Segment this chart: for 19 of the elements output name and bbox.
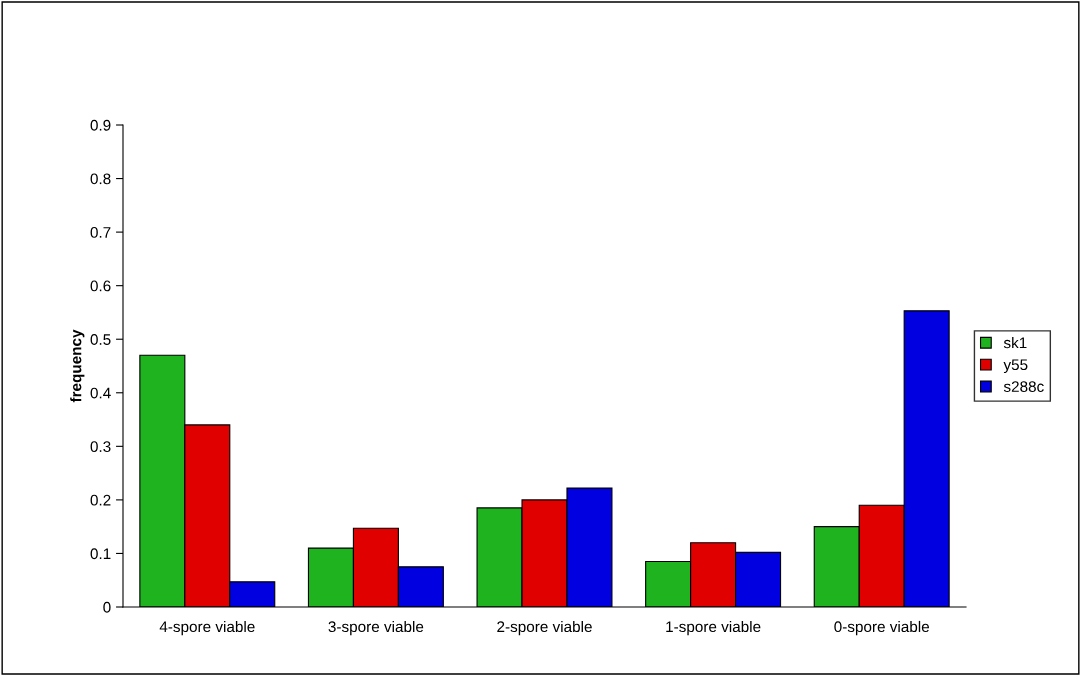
x-tick-label: 4-spore viable bbox=[159, 620, 255, 636]
y-tick-label: 0.1 bbox=[90, 548, 111, 560]
x-tick-label: 0-spore viable bbox=[834, 620, 930, 636]
legend-label: sk1 bbox=[1003, 337, 1027, 349]
y-tick-label: 0.2 bbox=[90, 494, 111, 506]
y-tick-label: 0.7 bbox=[90, 226, 111, 238]
y-tick-label: 0.4 bbox=[90, 387, 111, 399]
y-tick-label: 0 bbox=[103, 601, 111, 613]
legend-label: s288c bbox=[1003, 381, 1044, 392]
y-tick-label: 0.8 bbox=[90, 173, 111, 185]
y-tick-label: 0.9 bbox=[90, 119, 111, 131]
legend-label: y55 bbox=[1003, 359, 1028, 374]
y-tick-label: 0.5 bbox=[90, 334, 111, 345]
x-tick-label: 1-spore viable bbox=[666, 620, 761, 636]
y-tick-label: 0.3 bbox=[90, 441, 111, 453]
x-tick-label: 2-spore viable bbox=[497, 620, 592, 636]
x-tick-label: 3-spore viable bbox=[328, 620, 424, 636]
y-tick-label: 0.6 bbox=[90, 280, 111, 292]
y-axis-title: frequency bbox=[70, 329, 85, 403]
